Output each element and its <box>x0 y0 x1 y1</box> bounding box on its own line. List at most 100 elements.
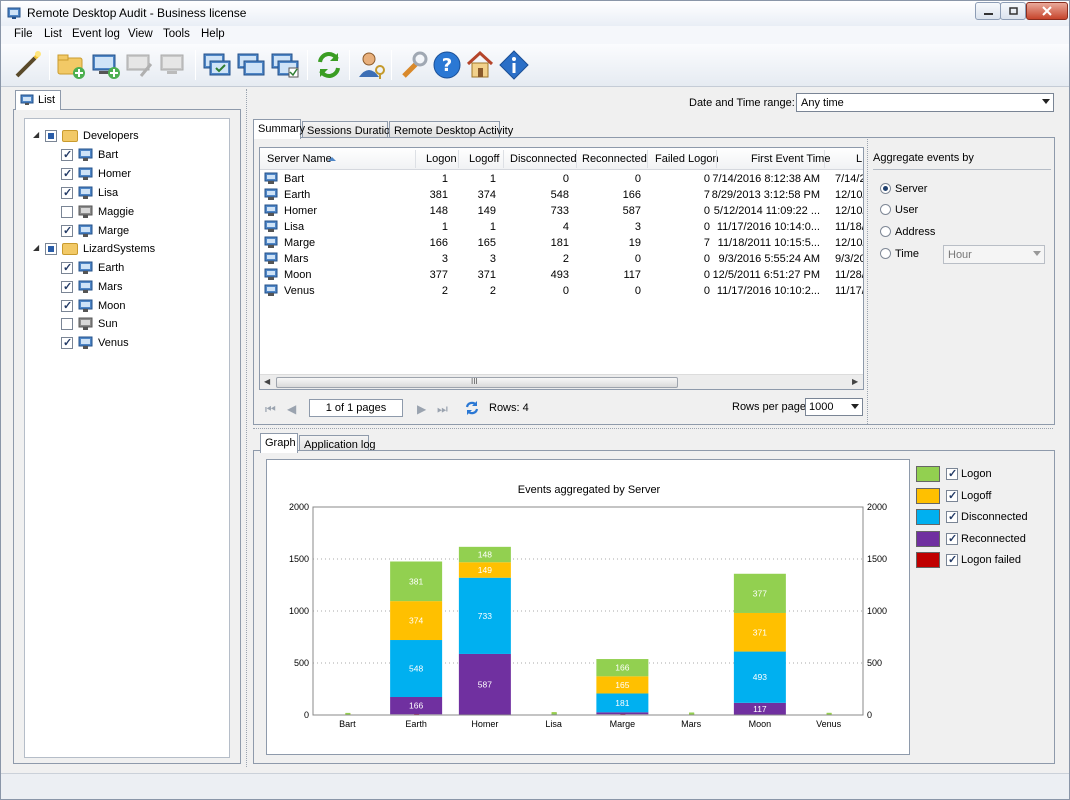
menu-list[interactable]: List <box>44 28 62 40</box>
rows-per-page-select[interactable]: 1000 <box>805 398 863 416</box>
legend-item[interactable]: Logoff <box>916 487 1052 505</box>
menu-tools[interactable]: Tools <box>163 28 190 40</box>
tree-item-lisa[interactable]: Lisa <box>25 184 229 202</box>
tab-graph[interactable]: Graph <box>260 433 298 453</box>
computer-checkbox[interactable] <box>61 280 73 293</box>
collapse-icon[interactable]: ◢ <box>33 130 40 139</box>
date-range-select[interactable]: Any time <box>796 93 1054 112</box>
radio-server-label[interactable]: Server <box>895 183 928 195</box>
edit-button[interactable] <box>123 48 157 82</box>
legend-item[interactable]: Logon failed <box>916 551 1052 569</box>
scroll-right-icon[interactable]: ▶ <box>852 377 859 386</box>
vertical-splitter[interactable] <box>246 89 247 767</box>
table-row[interactable]: Venus 2 2 0 0 0 11/17/2016 10:10:2... 11/17/ <box>260 283 863 299</box>
column-header-reconnected[interactable]: Reconnected <box>582 153 647 165</box>
column-header-first-event-time[interactable]: First Event Time <box>751 153 831 165</box>
tree-item-bart[interactable]: Bart <box>25 146 229 164</box>
radio-time[interactable] <box>880 248 891 259</box>
computer-checkbox[interactable] <box>61 167 73 180</box>
help-button[interactable]: ? <box>430 48 464 82</box>
collapse-icon[interactable]: ◢ <box>33 243 40 252</box>
tab-sessions-duration[interactable]: Sessions Duration <box>302 121 396 139</box>
radio-user-label[interactable]: User <box>895 204 919 216</box>
tree-item-earth[interactable]: Earth <box>25 259 229 277</box>
tab-application-log[interactable]: Application log <box>299 435 376 453</box>
legend-checkbox[interactable] <box>946 532 958 545</box>
home-button[interactable] <box>463 48 497 82</box>
tree-item-venus[interactable]: Venus <box>25 334 229 352</box>
radio-user[interactable] <box>880 204 891 215</box>
delete-button[interactable] <box>157 48 191 82</box>
horizontal-splitter[interactable] <box>253 428 1053 429</box>
vertical-splitter[interactable] <box>867 139 868 424</box>
radio-address[interactable] <box>880 226 891 237</box>
computers-button[interactable] <box>235 48 269 82</box>
table-row[interactable]: Marge 166 165 181 19 7 11/18/2011 10:15:5... 12… <box>260 235 863 251</box>
tree-item-marge[interactable]: Marge <box>25 222 229 240</box>
settings-button[interactable] <box>397 48 431 82</box>
computer-checkbox[interactable] <box>61 318 73 330</box>
check-selected-button[interactable] <box>269 48 303 82</box>
refresh-button[interactable] <box>312 48 346 82</box>
column-header-failed-logon[interactable]: Failed Logon <box>655 153 719 165</box>
tree-group-lizardsystems[interactable]: ◢ LizardSystems <box>25 240 229 258</box>
minimize-button[interactable] <box>975 2 1001 20</box>
scrollbar-thumb[interactable]: III <box>276 377 678 388</box>
refresh-icon[interactable] <box>464 400 480 416</box>
table-row[interactable]: Bart 1 1 0 0 0 7/14/2016 8:12:38 AM 7/14/2 <box>260 171 863 187</box>
table-row[interactable]: Earth 381 374 548 166 7 8/29/2013 3:12:58 PM 12… <box>260 187 863 203</box>
table-row[interactable]: Mars 3 3 2 0 0 9/3/2016 5:55:24 AM 9/3/20 <box>260 251 863 267</box>
time-interval-select[interactable]: Hour <box>943 245 1045 264</box>
tree-item-homer[interactable]: Homer <box>25 165 229 183</box>
next-page-icon[interactable]: ▶ <box>417 402 427 416</box>
group-checkbox[interactable] <box>45 243 57 255</box>
table-row[interactable]: Homer 148 149 733 587 0 5/12/2014 11:09:22 ...… <box>260 203 863 219</box>
tree-item-mars[interactable]: Mars <box>25 278 229 296</box>
first-page-icon[interactable]: ⏮ <box>265 402 276 416</box>
computer-checkbox[interactable] <box>61 336 73 349</box>
info-button[interactable] <box>497 48 531 82</box>
computer-checkbox[interactable] <box>61 206 73 218</box>
table-row[interactable]: Moon 377 371 493 117 0 12/5/2011 6:51:27 PM 11/… <box>260 267 863 283</box>
add-computer-button[interactable] <box>89 48 123 82</box>
computer-checkbox[interactable] <box>61 299 73 312</box>
maximize-button[interactable] <box>1000 2 1026 20</box>
page-indicator[interactable]: 1 of 1 pages <box>309 399 403 417</box>
check-computers-button[interactable] <box>201 48 235 82</box>
menu-event-log[interactable]: Event log <box>72 28 120 40</box>
radio-address-label[interactable]: Address <box>895 226 936 238</box>
legend-item[interactable]: Logon <box>916 465 1052 483</box>
legend-item[interactable]: Reconnected <box>916 530 1052 548</box>
scroll-left-icon[interactable]: ◀ <box>264 377 271 386</box>
column-header-logon[interactable]: Logon <box>426 153 457 165</box>
table-row[interactable]: Lisa 1 1 4 3 0 11/17/2016 10:14:0... 11/18/ <box>260 219 863 235</box>
tree-item-sun[interactable]: Sun <box>25 315 229 333</box>
prev-page-icon[interactable]: ◀ <box>287 402 297 416</box>
tree-item-maggie[interactable]: Maggie <box>25 203 229 221</box>
tree-item-moon[interactable]: Moon <box>25 297 229 315</box>
tab-list[interactable]: List <box>15 90 61 110</box>
menu-help[interactable]: Help <box>201 28 225 40</box>
legend-checkbox[interactable] <box>946 553 958 566</box>
group-checkbox[interactable] <box>45 130 57 142</box>
column-header-disconnected[interactable]: Disconnected <box>510 153 577 165</box>
add-folder-button[interactable] <box>55 48 89 82</box>
legend-checkbox[interactable] <box>946 510 958 523</box>
radio-time-label[interactable]: Time <box>895 248 920 260</box>
computer-checkbox[interactable] <box>61 261 73 274</box>
tab-summary[interactable]: Summary <box>253 119 305 139</box>
tree-group-developers[interactable]: ◢ Developers <box>25 127 229 145</box>
close-button[interactable] <box>1026 2 1068 20</box>
computer-checkbox[interactable] <box>61 224 73 237</box>
wizard-button[interactable] <box>11 48 45 82</box>
tab-remote-desktop-activity[interactable]: Remote Desktop Activity <box>389 121 513 139</box>
legend-checkbox[interactable] <box>946 489 958 502</box>
horizontal-scrollbar[interactable]: ◀ III ▶ <box>260 374 863 389</box>
computer-checkbox[interactable] <box>61 148 73 161</box>
column-header-server-name[interactable]: Server Name <box>267 153 332 165</box>
legend-item[interactable]: Disconnected <box>916 508 1052 526</box>
menu-file[interactable]: File <box>14 28 33 40</box>
legend-checkbox[interactable] <box>946 467 958 480</box>
last-page-icon[interactable]: ⏭ <box>437 402 448 416</box>
menu-view[interactable]: View <box>128 28 153 40</box>
